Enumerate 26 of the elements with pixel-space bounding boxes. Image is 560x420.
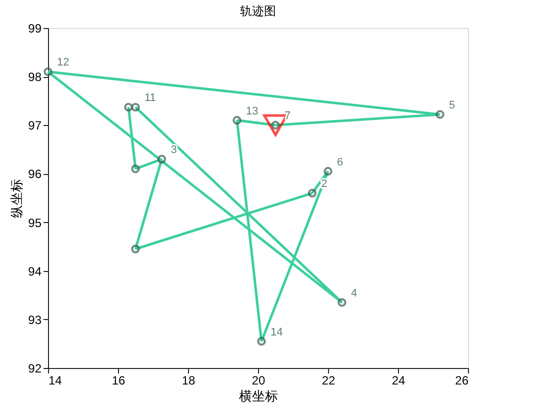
y-tick-label: 98 <box>28 70 42 84</box>
y-tick-label: 93 <box>28 312 42 327</box>
x-tick-label: 14 <box>48 374 62 388</box>
annotation: 12 <box>57 56 70 69</box>
y-tick-label: 95 <box>28 216 42 230</box>
annotation: 3 <box>170 144 177 156</box>
y-tick-label: 99 <box>28 22 42 36</box>
annotation: 5 <box>449 99 456 112</box>
y-tick-label: 97 <box>28 118 42 133</box>
chart-title: 轨迹图 <box>240 4 276 18</box>
annotation: 11 <box>144 92 156 104</box>
x-axis-title: 横坐标 <box>239 388 278 404</box>
x-tick-label: 16 <box>112 374 126 388</box>
x-tick-label: 24 <box>392 374 406 388</box>
y-tick-label: 94 <box>28 264 42 278</box>
x-tick-label: 20 <box>252 374 266 388</box>
y-tick-label: 92 <box>28 362 42 376</box>
annotation: 6 <box>337 156 344 168</box>
annotation: 14 <box>270 326 283 338</box>
x-tick-label: 22 <box>322 374 336 388</box>
y-axis-title: 纵坐标 <box>9 179 24 218</box>
annotation: 13 <box>246 105 258 118</box>
annotation: 4 <box>351 287 358 300</box>
x-tick-label: 18 <box>182 374 196 388</box>
y-tick-label: 96 <box>28 167 42 182</box>
x-tick-label: 26 <box>455 374 469 388</box>
